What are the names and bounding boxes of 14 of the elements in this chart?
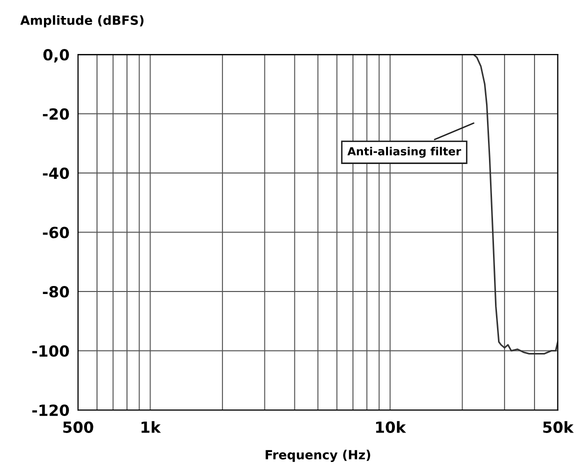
annotation: Anti-aliasing filter bbox=[347, 146, 462, 158]
x-tick-label: 500 bbox=[63, 421, 94, 433]
y-tick-label: 0,0 bbox=[43, 48, 69, 62]
y-tick-label: -120 bbox=[32, 404, 69, 416]
x-tick-label: 1k bbox=[142, 421, 161, 433]
x-axis-title: Frequency (Hz) bbox=[266, 450, 370, 462]
y-axis-title: Amplitude (dBFS) bbox=[20, 15, 144, 28]
y-tick-label: -100 bbox=[32, 345, 69, 357]
y-tick-label: -80 bbox=[42, 286, 69, 298]
x-tick-label: 10k bbox=[376, 421, 406, 433]
x-tick-label: 50k bbox=[543, 421, 574, 433]
y-tick-label: -20 bbox=[42, 108, 69, 120]
y-tick-label: -40 bbox=[42, 167, 69, 180]
y-tick-label: -60 bbox=[42, 226, 69, 238]
